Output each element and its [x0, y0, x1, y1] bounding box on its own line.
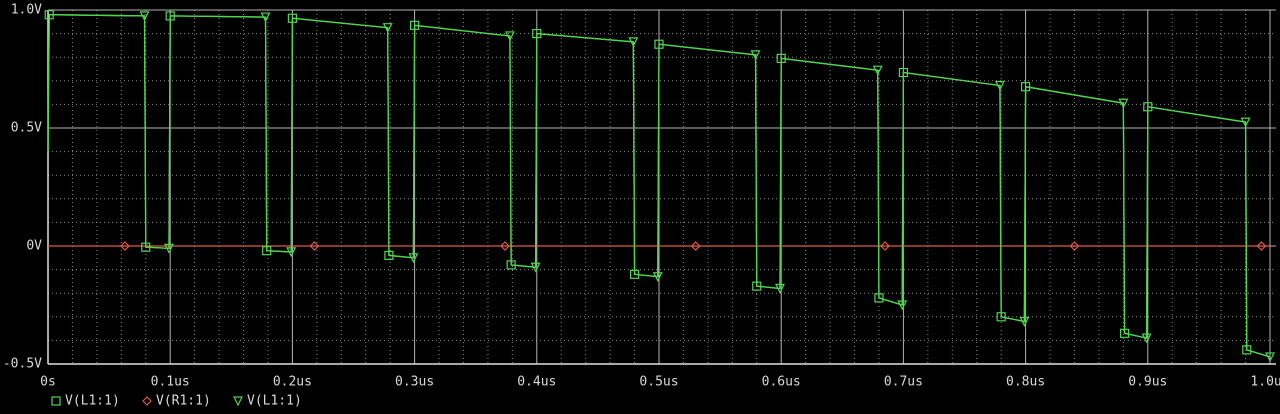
- marker: [1118, 98, 1129, 109]
- x-tick-label: 0.2us: [273, 375, 312, 390]
- x-tick-label: 0.5us: [639, 375, 678, 390]
- marker: [384, 250, 394, 261]
- marker: [139, 11, 150, 22]
- marker: [880, 241, 890, 251]
- marker: [775, 283, 785, 294]
- x-tick-label: 0.9us: [1128, 375, 1167, 390]
- marker: [260, 12, 271, 23]
- x-tick-label: 0.1us: [151, 375, 190, 390]
- legend-marker: [233, 396, 243, 407]
- marker: [628, 37, 639, 48]
- marker: [1141, 333, 1152, 344]
- marker: [532, 29, 542, 39]
- marker: [996, 312, 1006, 322]
- marker: [1119, 328, 1130, 338]
- marker: [408, 253, 419, 264]
- marker: [141, 242, 151, 252]
- marker: [1020, 82, 1031, 92]
- series-line: [47, 14, 1271, 358]
- marker: [1240, 117, 1251, 128]
- marker: [652, 272, 663, 283]
- marker: [500, 241, 510, 251]
- marker: [898, 67, 909, 78]
- marker: [1256, 241, 1267, 251]
- y-tick-label: 0.5V: [11, 121, 42, 136]
- marker: [262, 246, 272, 256]
- x-tick-label: 1.0us: [1250, 375, 1280, 390]
- marker: [286, 247, 297, 258]
- x-tick-label: 0.6us: [762, 375, 801, 390]
- x-tick-label: 0.8us: [1006, 375, 1045, 390]
- legend-label: V(L1:1): [65, 394, 120, 409]
- marker: [1242, 345, 1252, 355]
- marker: [1143, 102, 1153, 112]
- legend-marker: [51, 396, 61, 406]
- x-tick-label: 0.3us: [395, 375, 434, 390]
- y-tick-label: 1.0V: [11, 3, 42, 18]
- marker: [1265, 352, 1275, 363]
- marker: [629, 269, 640, 279]
- marker: [382, 23, 393, 34]
- marker: [164, 243, 174, 254]
- marker: [1019, 316, 1030, 327]
- marker: [776, 53, 786, 63]
- marker: [654, 39, 664, 49]
- legend-label: V(R1:1): [156, 394, 211, 409]
- marker: [752, 281, 762, 291]
- marker: [690, 241, 701, 251]
- marker: [897, 300, 908, 311]
- marker: [874, 293, 884, 303]
- marker: [410, 20, 420, 30]
- marker: [165, 11, 175, 21]
- marker: [750, 50, 761, 61]
- marker: [120, 241, 130, 251]
- marker: [309, 241, 320, 251]
- marker: [530, 262, 541, 273]
- marker: [504, 31, 515, 42]
- y-tick-label: -0.5V: [3, 357, 42, 372]
- legend-label: V(L1:1): [247, 394, 302, 409]
- marker: [287, 13, 297, 23]
- marker: [872, 65, 883, 76]
- x-tick-label: 0.4us: [517, 375, 556, 390]
- marker: [994, 80, 1005, 91]
- marker: [1069, 241, 1080, 251]
- x-tick-label: 0s: [40, 375, 56, 390]
- x-tick-label: 0.7us: [884, 375, 923, 390]
- marker: [44, 10, 54, 20]
- y-tick-label: 0V: [26, 239, 42, 254]
- marker: [506, 260, 516, 270]
- legend-marker: [142, 396, 152, 406]
